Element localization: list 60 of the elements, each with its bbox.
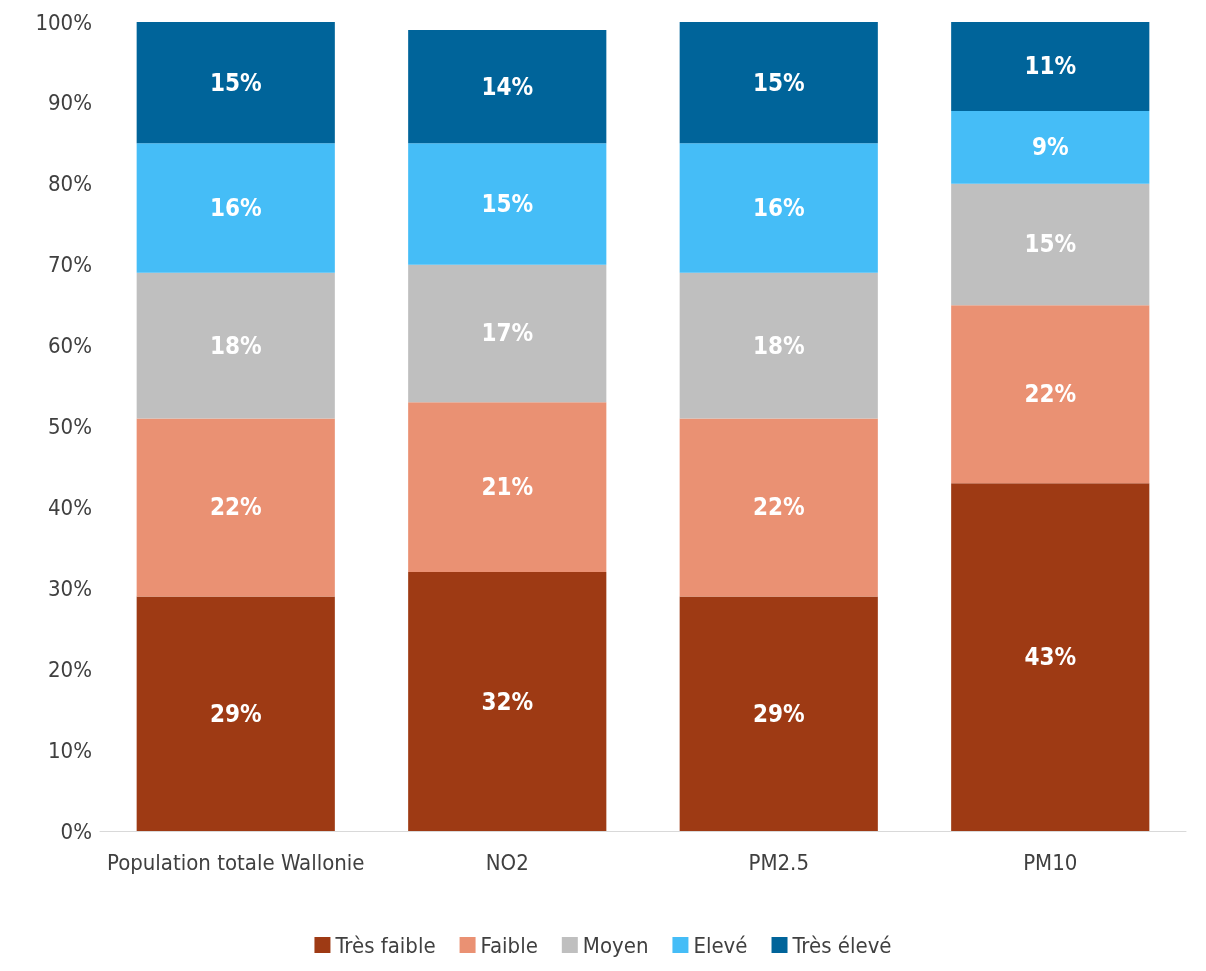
data-label: 15% [752,68,805,97]
data-label: 15% [1024,230,1077,259]
y-tick-label: 20% [48,656,92,682]
bar [679,22,878,144]
y-tick-label: 50% [48,414,92,439]
data-label: 18% [752,331,805,360]
legend-label: Moyen [582,932,649,958]
bar [679,272,878,419]
bar [136,22,335,144]
legend-label: Faible [480,932,538,958]
bar [408,264,607,403]
bar [951,110,1150,184]
data-label: 16% [752,194,805,223]
data-label: 32% [481,687,534,716]
bar [408,402,607,573]
legend-label: Très élevé [791,932,892,958]
x-tick-label: PM2.5 [748,849,809,875]
bar [136,272,335,419]
y-tick-label: 30% [48,575,92,601]
bar [951,22,1150,111]
y-tick-label: 40% [48,494,92,520]
y-tick-label: 60% [48,333,92,359]
data-label: 9% [1031,133,1069,162]
y-tick-label: 90% [48,90,92,116]
y-tick-label: 70% [48,252,92,278]
bar [679,596,878,831]
bar [679,418,878,597]
data-label: 29% [209,699,262,728]
bar [408,572,607,831]
data-label: 16% [209,194,262,223]
y-tick-label: 80% [48,171,92,197]
data-label: 18% [209,331,262,360]
bar [136,418,335,597]
x-tick-label: NO2 [485,849,529,875]
data-label: 22% [752,493,805,522]
data-label: 21% [481,473,534,502]
data-label: 22% [209,493,262,522]
data-label: 29% [752,699,805,728]
bar [951,183,1150,306]
data-label: 11% [1024,52,1077,81]
bar [136,596,335,831]
bar [951,305,1150,484]
data-label: 15% [209,68,262,97]
bar [408,143,607,265]
y-tick-label: 10% [48,737,92,763]
data-label: 43% [1024,643,1077,672]
data-label: 14% [481,72,534,101]
data-label: 22% [1024,380,1077,409]
bar [408,30,607,144]
bar [951,483,1150,831]
legend-label: Elevé [693,932,748,958]
data-label: 15% [481,190,534,219]
x-tick-label: PM10 [1023,849,1078,875]
bar [679,143,878,273]
bar [136,143,335,273]
y-tick-label: 100% [35,9,92,35]
data-label: 17% [481,319,534,348]
legend-label: Très faible [334,932,436,958]
y-tick-label: 0% [60,818,92,844]
x-tick-label: Population totale Wallonie [106,849,365,875]
